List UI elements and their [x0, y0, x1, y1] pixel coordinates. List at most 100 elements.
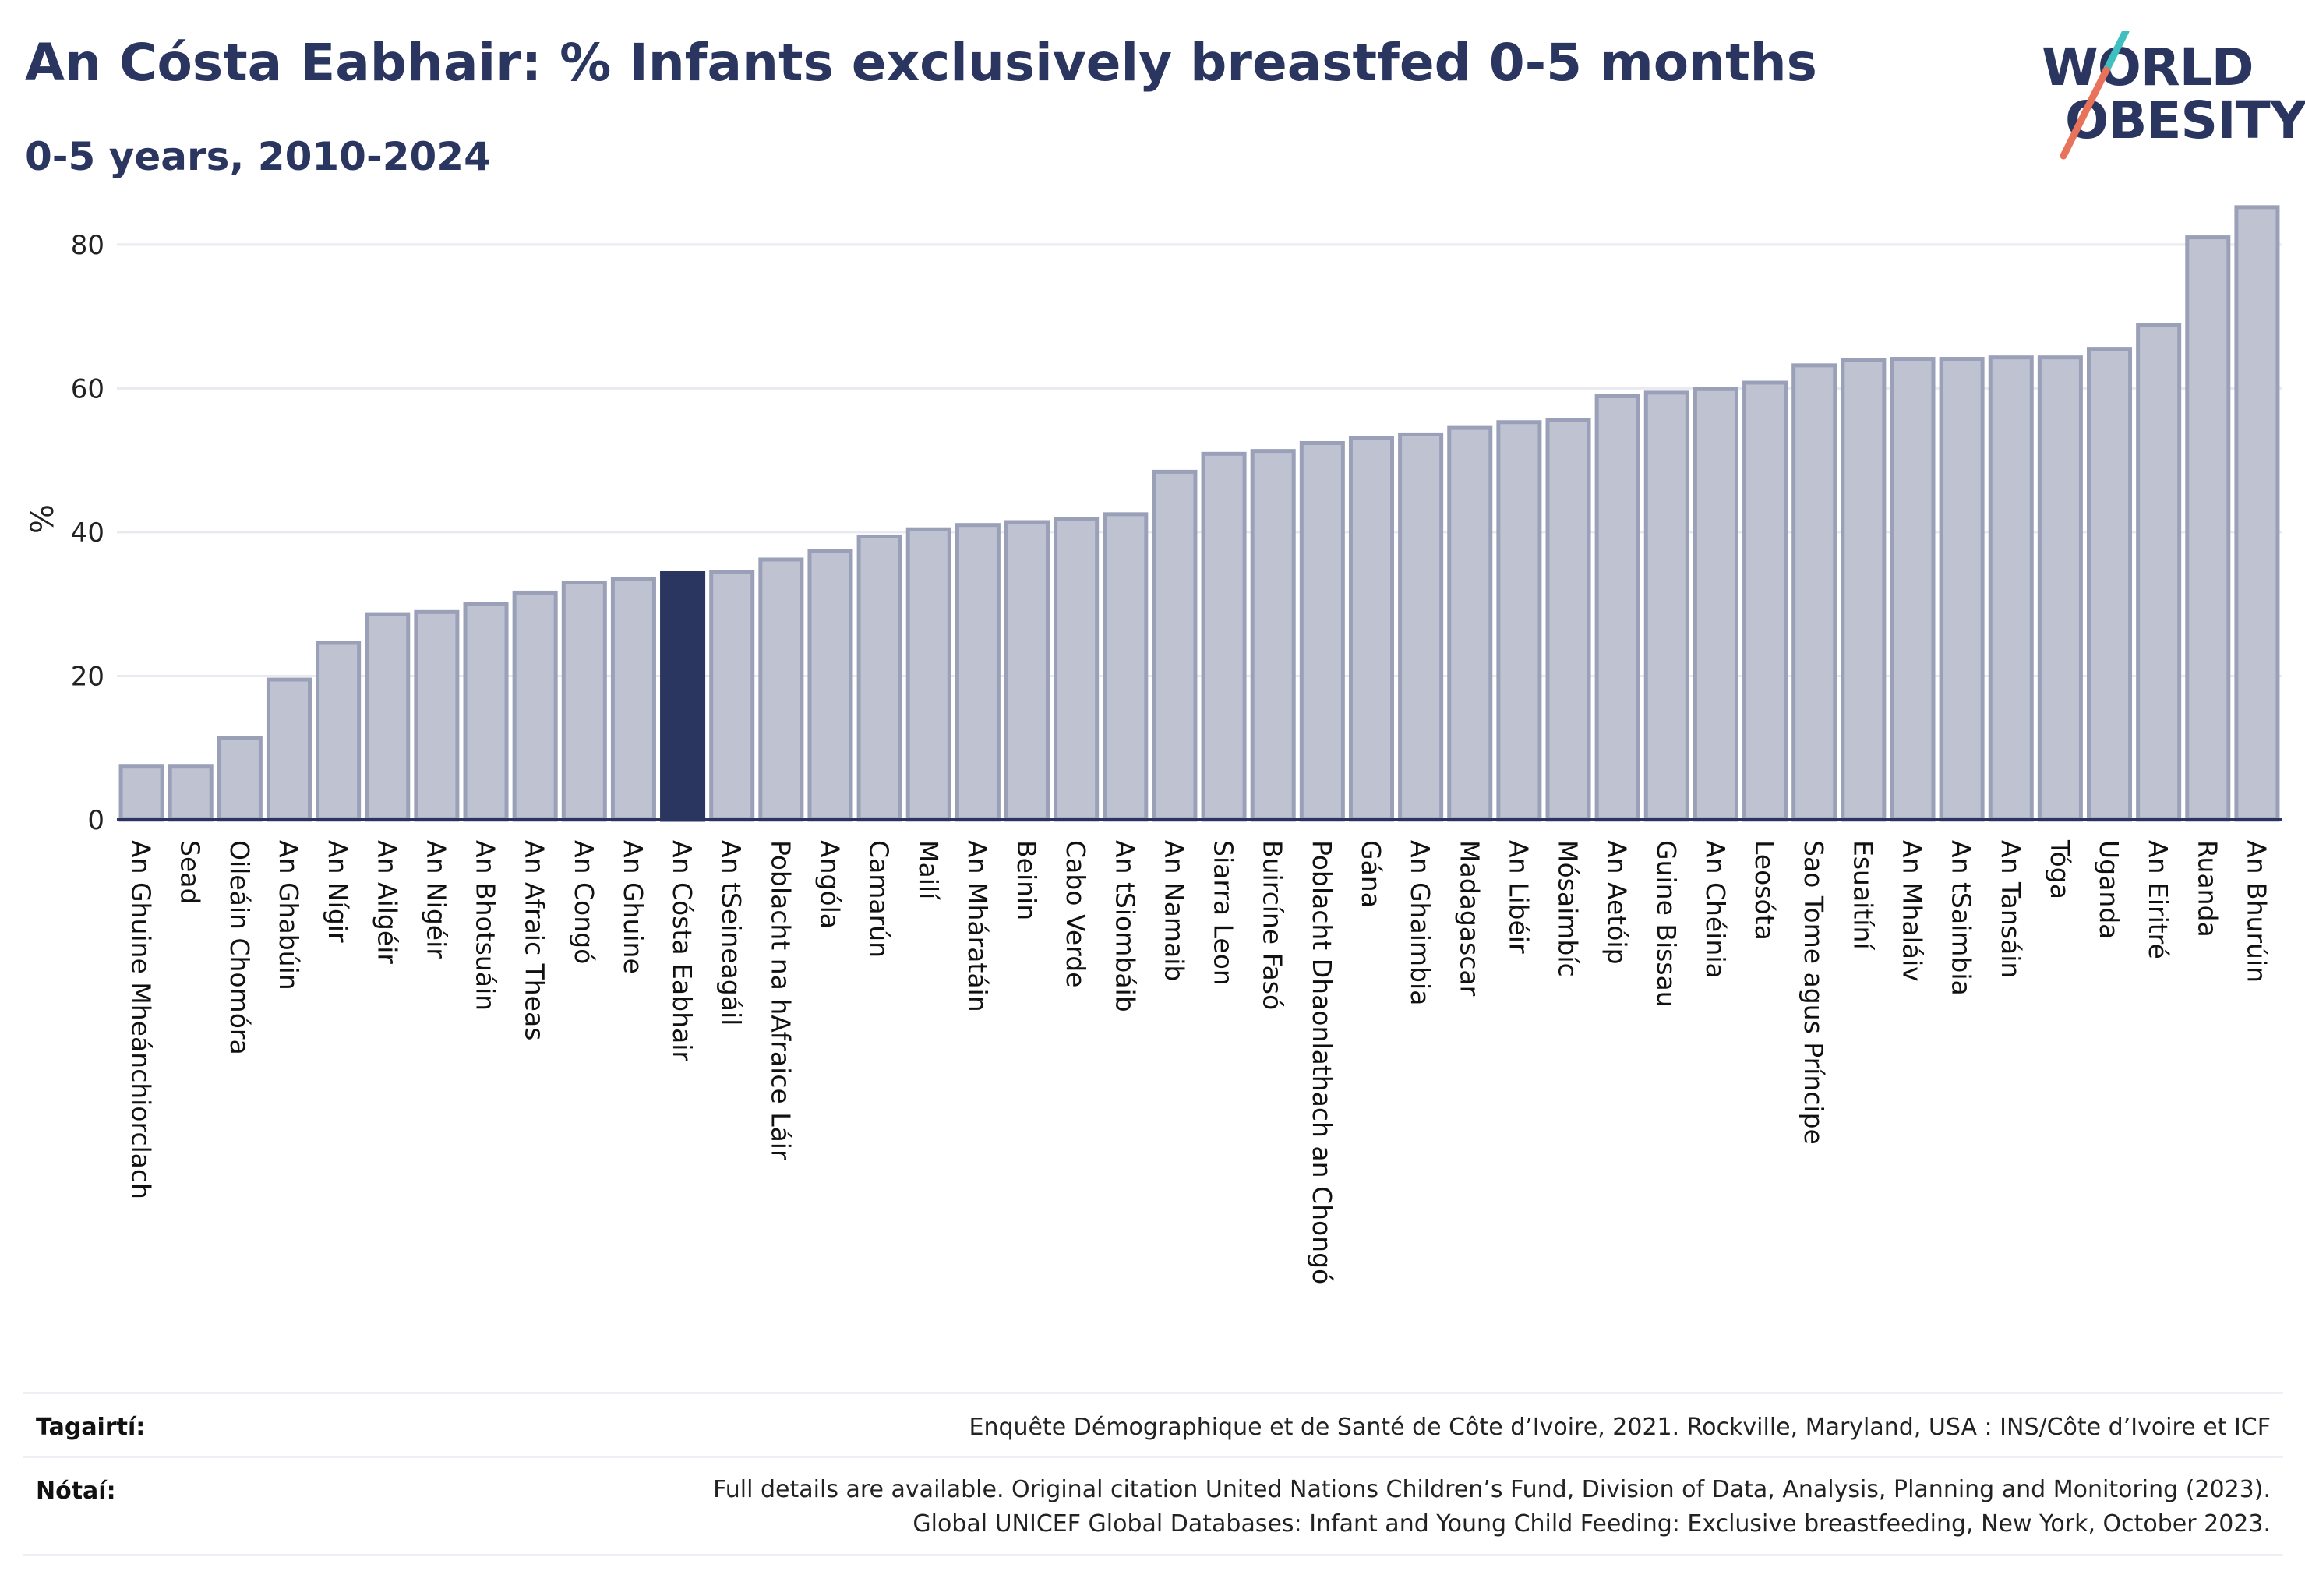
x-tick-label: Mósaimbíc [1553, 840, 1583, 977]
x-tick-label: Cabo Verde [1061, 840, 1091, 987]
bar [1054, 517, 1100, 822]
bar [955, 523, 1001, 822]
bar [1939, 357, 1985, 822]
bar [414, 609, 460, 822]
footer-divider-top [23, 1392, 2283, 1394]
notes-line-1: Full details are available. Original cit… [713, 1476, 2271, 1503]
x-tick-label: Buircíne Fasó [1258, 840, 1288, 1010]
x-tick-label: An Chéinia [1700, 840, 1731, 979]
logo-line-2: OBESITY [2065, 90, 2305, 150]
x-tick-label: An Tansáin [1996, 840, 2026, 978]
x-tick-label: Madagascar [1454, 840, 1484, 997]
x-tick-label: An Congó [569, 840, 599, 964]
logo-line-1: WORLD [2042, 37, 2254, 97]
x-tick-label: Uganda [2094, 840, 2124, 939]
bar [1152, 469, 1198, 822]
bar [2136, 323, 2182, 822]
bar [1496, 420, 1542, 822]
bar [1988, 355, 2034, 822]
x-tick-label: An tSeineagáil [716, 840, 747, 1026]
bar [2234, 205, 2280, 822]
x-tick-label: An Cósta Eabhair [667, 840, 697, 1061]
x-tick-label: Sead [175, 840, 206, 904]
x-tick-label: An Mhaláiv [1897, 840, 1927, 982]
bar [217, 736, 263, 822]
bar [905, 527, 951, 822]
x-tick-label: An Afraic Theas [520, 840, 550, 1040]
page-title: An Cósta Eabhair: % Infants exclusively … [25, 33, 1817, 93]
x-tick-label: Esuaitíní [1848, 840, 1878, 951]
footer-notes-row: Nótaí: Full details are available. Origi… [23, 1459, 2283, 1552]
bar [365, 612, 411, 822]
y-tick-label: 0 [87, 805, 104, 836]
y-tick-label: 40 [71, 517, 104, 549]
bar [1594, 394, 1640, 822]
bar [1299, 440, 1345, 822]
world-obesity-logo: WORLD OBESITY [2026, 31, 2305, 171]
bar [1742, 380, 1788, 822]
x-tick-label: Oileáin Chomóra [224, 840, 255, 1055]
bar-chart: 0 20 40 60 80% An Ghuine Mheánchiorclach Sead O… [25, 205, 2282, 1284]
y-tick-label: 80 [71, 230, 104, 261]
x-tick-label: An Ghaimbia [1405, 840, 1435, 1005]
x-tick-label: An tSiombáib [1110, 840, 1140, 1012]
bar [807, 549, 853, 822]
source-label: Tagairtí: [36, 1414, 146, 1441]
x-tick-label: Angóla [814, 840, 845, 929]
x-tick-label: Tóga [2045, 839, 2075, 899]
bar [1250, 449, 1296, 822]
bar-highlighted [660, 571, 706, 822]
bar [1841, 358, 1887, 822]
x-tick-label: An Namaib [1159, 840, 1189, 981]
x-tick-label: An Bhotsuáin [471, 840, 501, 1011]
x-tick-label: An Mháratáin [962, 840, 993, 1012]
y-tick-label: 20 [71, 661, 104, 692]
bar [316, 641, 362, 822]
bar [561, 581, 607, 822]
bar [2037, 355, 2083, 822]
x-tick-label: Siarra Leon [1209, 840, 1239, 986]
x-tick-label: Gána [1356, 840, 1386, 908]
x-tick-label: Poblacht Dhaonlathach an Chongó [1307, 840, 1337, 1284]
footer-source-row: Tagairtí: Enquête Démographique et de Sa… [23, 1395, 2283, 1457]
bar [1545, 418, 1591, 822]
bar [1447, 425, 1493, 822]
bar [1643, 390, 1689, 822]
bar [856, 534, 902, 822]
x-tick-label: An Bhurúin [2241, 840, 2271, 983]
bar [1890, 357, 1936, 822]
x-tick-label: Camarún [864, 840, 895, 958]
bar [1004, 520, 1050, 822]
bar [463, 602, 509, 822]
page-subtitle: 0-5 years, 2010-2024 [25, 134, 491, 179]
x-tick-label: An Ghuine Mheánchiorclach [126, 840, 157, 1199]
notes-line-2: Global UNICEF Global Databases: Infant a… [912, 1510, 2271, 1538]
bar [2087, 347, 2133, 822]
bar [709, 570, 755, 822]
source-text: Enquête Démographique et de Santé de Côt… [969, 1414, 2271, 1441]
x-tick-label: Mailí [913, 840, 944, 901]
x-tick-label: An Ghabúin [274, 840, 304, 990]
bar [266, 677, 312, 822]
x-tick-label: Leosóta [1749, 840, 1780, 941]
bar [1201, 451, 1247, 822]
bar [1791, 363, 1837, 822]
x-tick-label: Poblacht na hAfraice Láir [765, 840, 796, 1160]
footer-divider-middle [23, 1456, 2283, 1458]
x-tick-label: An Eiritré [2143, 840, 2173, 959]
x-tick-label: An tSaimbia [1947, 840, 1977, 996]
bar [610, 577, 656, 822]
bar [1348, 436, 1394, 822]
x-tick-label: An Ghuine [618, 840, 648, 974]
x-tick-label: Guine Bissau [1651, 840, 1682, 1008]
x-tick-label: Sao Tome agus Príncipe [1798, 840, 1829, 1145]
bar [2185, 235, 2231, 822]
x-tick-label: An Libéir [1503, 840, 1534, 954]
y-axis-label: % [25, 504, 61, 534]
notes-label: Nótaí: [36, 1478, 116, 1505]
footer-divider-bottom [23, 1554, 2283, 1556]
bar [1103, 512, 1149, 822]
x-tick-label: An Aetóip [1602, 840, 1633, 965]
bar [758, 557, 804, 822]
bar [118, 764, 164, 822]
